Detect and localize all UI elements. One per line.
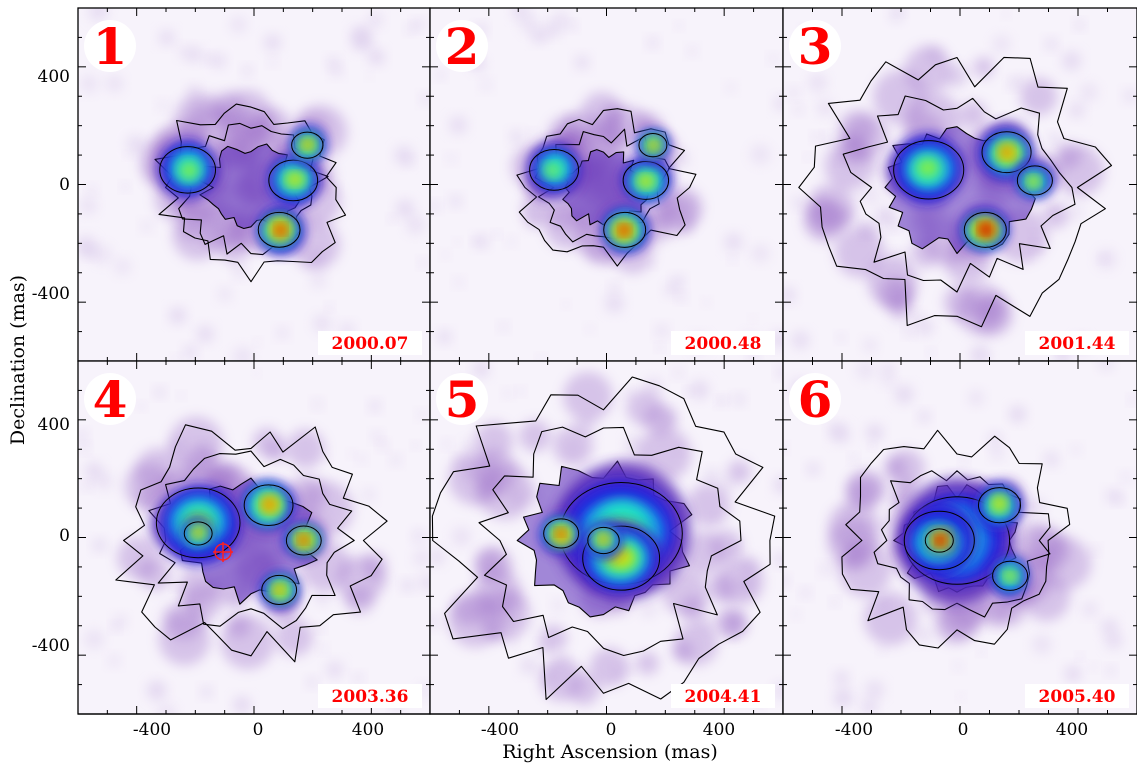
- y-tick-label: 0: [59, 175, 70, 195]
- panel-number: 2: [445, 17, 480, 76]
- contour-line: [159, 146, 217, 194]
- panel-number: 6: [798, 370, 833, 429]
- contour-line: [841, 429, 1071, 649]
- x-tick-label: 0: [606, 720, 617, 740]
- epoch-box: [1025, 331, 1129, 355]
- contour-line: [291, 131, 324, 159]
- panel-number: 4: [93, 370, 128, 429]
- panel-grid: 1 2000.07 2 2000.48 3 2001.44 4 2003.36 5 2004.41…: [77, 7, 1137, 715]
- image-panel-3: 3 2001.44: [782, 7, 1137, 362]
- contour-line: [285, 525, 322, 556]
- x-axis-ticks: -400 0 400 -400 0 400 -400 0 400: [133, 720, 1088, 740]
- contour-line: [268, 159, 319, 202]
- contour-line: [977, 487, 1022, 524]
- y-tick-label: -400: [32, 636, 70, 656]
- x-tick-label: -400: [835, 720, 873, 740]
- y-tick-label: 0: [59, 526, 70, 546]
- epoch-label: 2004.41: [685, 687, 762, 707]
- y-axis-title: Declination (mas): [7, 275, 29, 445]
- epoch-label: 2003.36: [332, 687, 409, 707]
- x-tick-label: 400: [1056, 720, 1088, 740]
- contour-line: [587, 526, 620, 555]
- emission-map: [78, 8, 430, 361]
- contour-line: [115, 424, 388, 663]
- panel-number: 5: [445, 370, 480, 429]
- x-tick-label: -400: [481, 720, 519, 740]
- contour-line: [622, 161, 670, 200]
- panel-number-badge: [789, 373, 841, 425]
- emission-map: [783, 8, 1137, 361]
- reference-marker: [213, 542, 233, 562]
- epoch-label: 2000.48: [685, 334, 762, 354]
- epoch-box: [318, 684, 422, 708]
- x-tick-label: -400: [133, 720, 171, 740]
- contour-line: [981, 131, 1032, 174]
- epoch-label: 2001.44: [1039, 334, 1116, 354]
- x-tick-label: 0: [958, 720, 969, 740]
- x-tick-label: 0: [253, 720, 264, 740]
- panel-number-badge: [789, 20, 841, 72]
- epoch-box: [671, 684, 775, 708]
- epoch-label: 2005.40: [1039, 687, 1116, 707]
- contour-line: [903, 510, 975, 571]
- contour-line: [543, 518, 580, 549]
- contour-line: [893, 140, 965, 200]
- contour-line: [261, 574, 298, 605]
- epoch-label: 2000.07: [332, 334, 409, 354]
- contour-line: [155, 487, 241, 559]
- image-panel-5: 5 2004.41: [429, 360, 784, 715]
- contour-line: [478, 426, 742, 657]
- panel-number-badge: [84, 20, 136, 72]
- contour-line: [431, 376, 776, 701]
- epoch-box: [318, 331, 422, 355]
- contour-line: [798, 56, 1113, 328]
- image-panel-1: 1 2000.07: [77, 7, 431, 362]
- panel-number: 1: [93, 17, 128, 76]
- emission-map: [430, 8, 783, 361]
- x-tick-label: 400: [352, 720, 384, 740]
- image-panel-4: 4 2003.36: [77, 360, 431, 715]
- contour-line: [257, 211, 301, 248]
- contour-line: [638, 132, 668, 158]
- epoch-box: [671, 331, 775, 355]
- contour-line: [529, 148, 580, 191]
- image-panel-6: 6 2005.40: [782, 360, 1137, 715]
- y-tick-label: -400: [32, 284, 70, 304]
- epoch-box: [1025, 684, 1129, 708]
- contour-line: [963, 211, 1007, 248]
- panel-number-badge: [436, 20, 488, 72]
- contour-line: [154, 103, 347, 283]
- contour-line: [842, 95, 1076, 293]
- image-panel-2: 2 2000.48: [429, 7, 784, 362]
- y-axis-ticks: 400 0 -400 400 0 -400: [32, 67, 70, 656]
- panel-number: 3: [798, 17, 833, 76]
- contour-line: [243, 484, 294, 527]
- panel-number-badge: [84, 373, 136, 425]
- contour-line: [924, 528, 954, 553]
- contour-line: [582, 525, 661, 591]
- x-tick-label: 400: [703, 720, 735, 740]
- contour-line: [183, 521, 213, 546]
- contour-line: [603, 211, 647, 248]
- y-tick-label: 400: [38, 67, 70, 87]
- emission-map: [78, 370, 430, 714]
- emission-map: [430, 361, 783, 711]
- x-axis-title: Right Ascension (mas): [502, 741, 718, 763]
- contour-line: [992, 560, 1029, 591]
- y-tick-label: 400: [38, 415, 70, 435]
- panel-number-badge: [436, 373, 488, 425]
- emission-map: [783, 361, 1137, 714]
- contour-line: [1016, 165, 1053, 196]
